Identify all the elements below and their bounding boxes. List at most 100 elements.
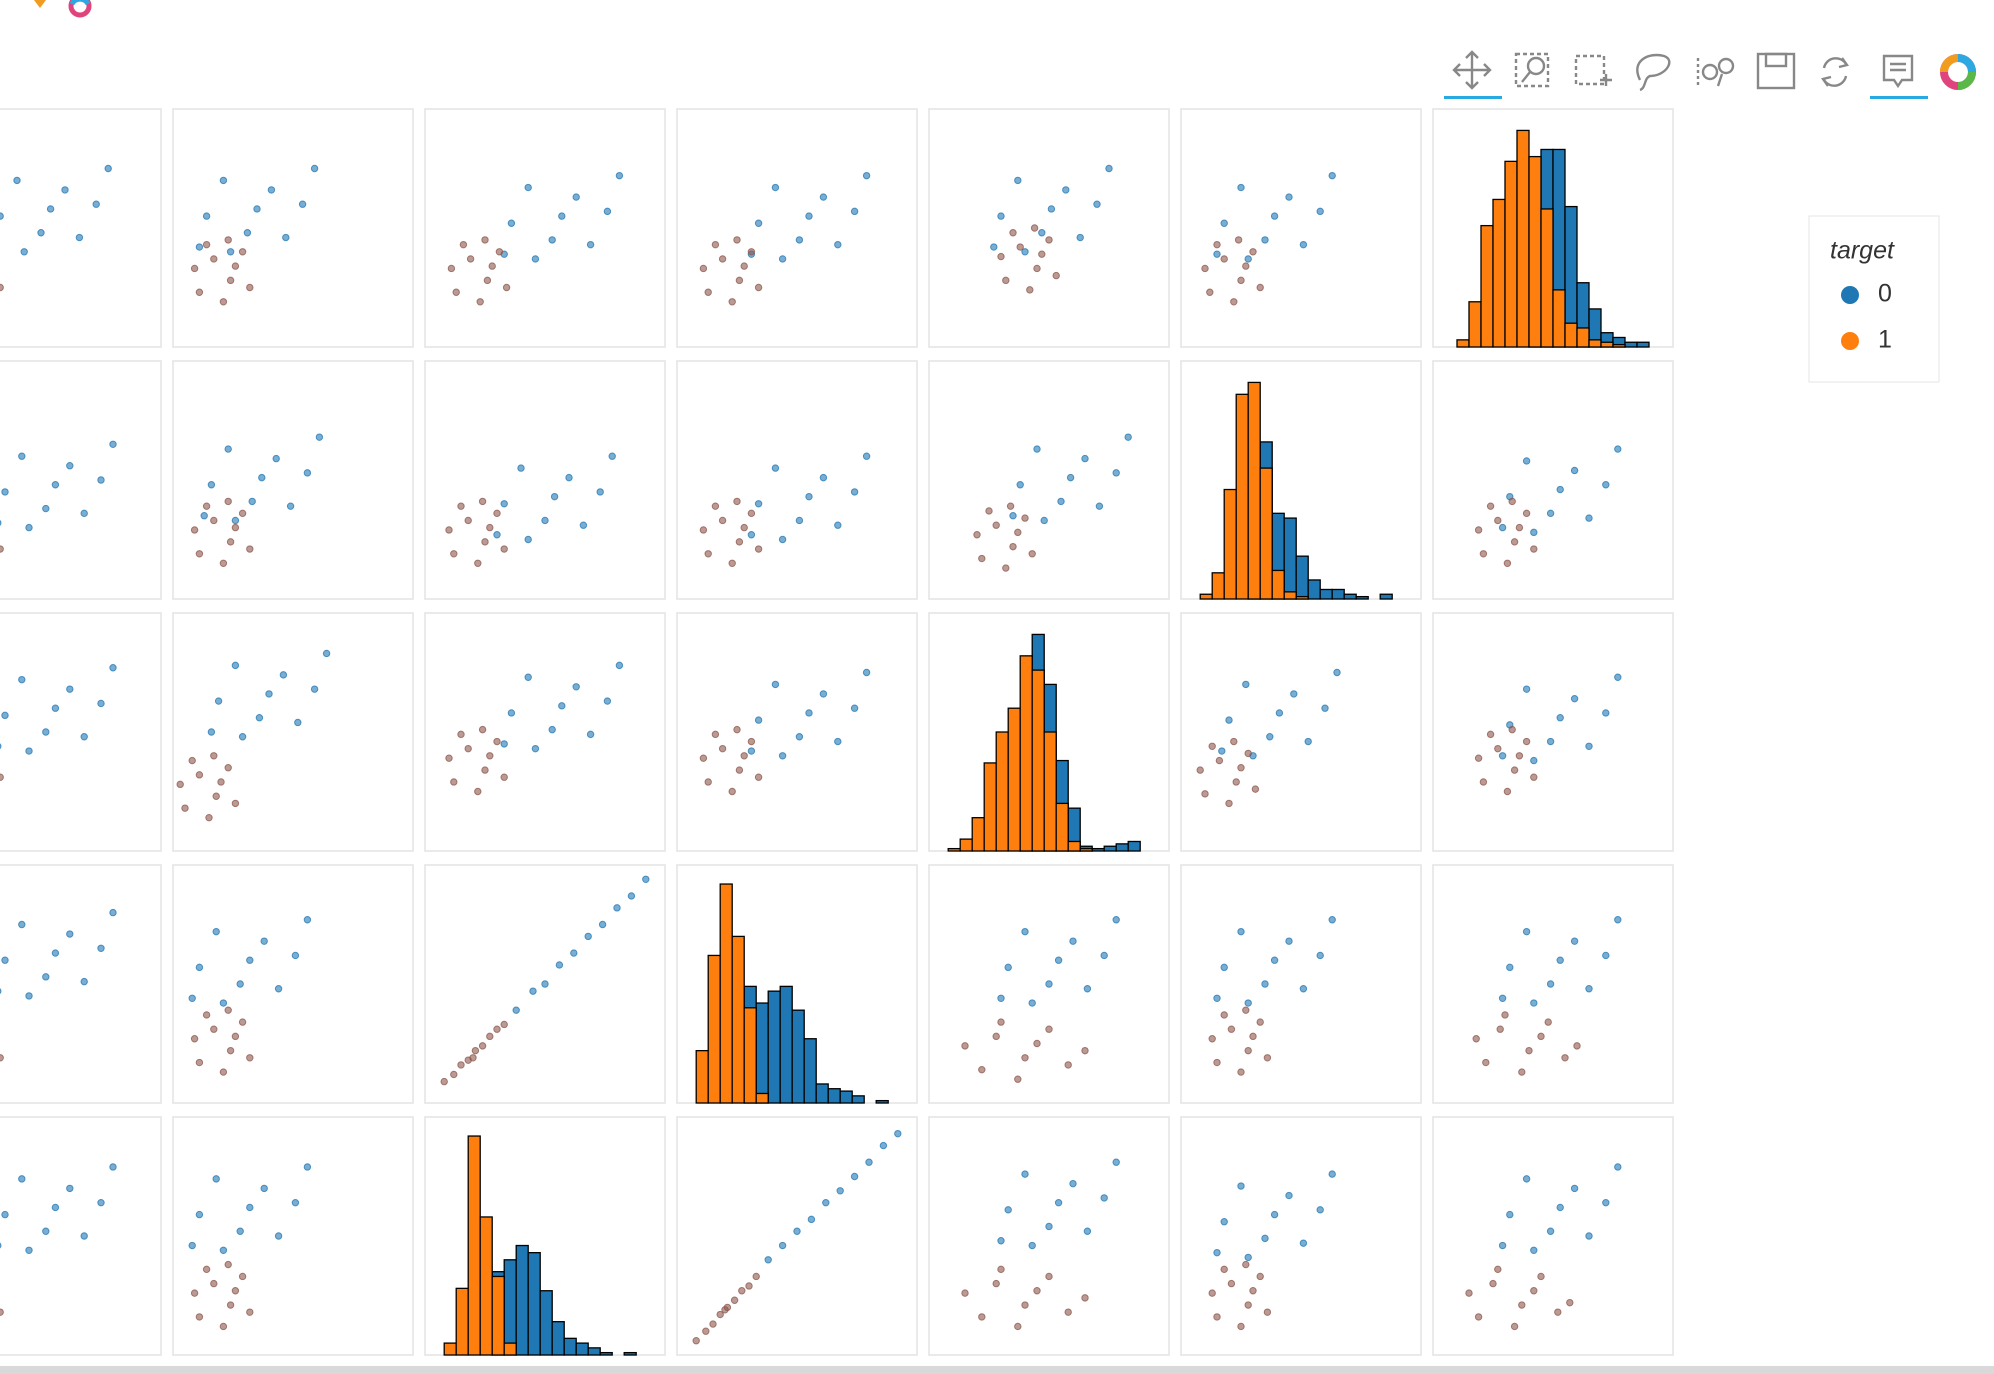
scatter-point [1213,240,1221,249]
scatter-point [735,276,744,285]
panel [172,108,414,348]
scatter-point [1249,1032,1257,1041]
scatter-point [1556,956,1564,964]
histogram-bar [995,731,1009,852]
scatter-point [1544,1018,1552,1026]
scatter-point [474,787,482,796]
scatter-point [80,1232,88,1240]
box-select-tool[interactable] [1574,54,1612,86]
scatter-point [1021,1301,1029,1309]
panel [676,864,918,1104]
reset-tool[interactable] [1820,57,1850,87]
panel [1180,1116,1422,1356]
scatter-point [733,236,741,244]
panel [676,1116,918,1356]
histogram-bar [731,935,745,1104]
histogram-bar [1307,579,1321,600]
scatter-point [195,1210,204,1219]
lasso-tool[interactable] [1636,53,1671,92]
scatter-point [550,492,559,501]
scatter-point [862,452,871,460]
histogram-bar [971,817,985,852]
scatter-point [1263,1054,1272,1062]
histogram-bar [551,1321,565,1356]
panel [928,612,1170,852]
panel-frame [172,1116,414,1356]
scatter-point [238,1018,247,1026]
histogram-bar [1576,327,1590,348]
scatter-point [819,473,828,482]
histogram-bar [1636,341,1650,348]
scatter-point [1486,502,1495,510]
scatter-point [1009,512,1017,520]
histogram-bar [1480,224,1494,348]
scatter-point [1201,264,1209,273]
scatter-point [51,481,60,489]
scatter-point [1237,276,1245,285]
scatter-point [303,1163,312,1171]
scatter-point [1047,205,1056,213]
scatter-point [754,545,763,553]
box-zoom-tool[interactable] [1514,52,1550,88]
scatter-point [1506,963,1514,972]
scatter-point [66,930,74,938]
scatter-point [740,752,748,760]
scatter-point [524,535,532,544]
scatter-point [246,545,254,553]
histogram-bar [599,1351,613,1356]
scatter-point [219,999,228,1007]
pan-tool[interactable] [1452,50,1492,90]
scatter-point [754,773,763,781]
scatter-point [735,538,744,546]
scatter-point [224,497,232,506]
scatter-point [42,1227,50,1235]
scatter-point [66,685,74,693]
histogram-bar [1331,588,1345,600]
scatter-point [733,497,741,506]
scatter-point [1561,1054,1569,1062]
panels [0,108,1674,1356]
scatter-point [464,516,472,525]
scatter-point [25,747,33,755]
scatter-point [1006,502,1015,510]
scatter-point [1112,469,1120,477]
save-tool[interactable] [1756,52,1796,90]
scatter-point [836,1187,844,1195]
scatter-point [1124,433,1132,441]
scatter-point [258,473,266,482]
scatter-point [75,233,84,242]
panel-frame [676,360,918,600]
panel [424,864,666,1104]
scatter-point [253,205,261,213]
histogram-bar [1283,517,1297,600]
scatter-point [224,764,232,772]
scatter-point [97,1198,105,1207]
scatter-point [1498,994,1507,1002]
bokeh-logo[interactable] [1940,54,1976,90]
scatter-point [735,766,744,774]
scatter-point [541,980,549,988]
scatter-point [555,961,564,969]
scatter-point [709,1320,717,1328]
histogram-bar [1528,155,1542,348]
scatter-point [716,1310,724,1319]
scatter-point [246,283,254,292]
hover-tool[interactable] [1882,54,1914,89]
scatter-point [1220,219,1228,227]
scatter-point [310,164,319,173]
scatter-point [1002,564,1010,572]
scatter-point [224,445,232,453]
panel [676,108,918,348]
wheel-zoom-tool[interactable] [1696,57,1735,87]
scatter-point [805,492,813,501]
scatter-point [226,1301,235,1309]
scatter-point [207,481,216,489]
scatter-point [440,1077,448,1086]
scatter-point [1237,1322,1245,1331]
scatter-point [1213,1058,1221,1067]
panel [1180,864,1422,1104]
scatter-point [202,240,211,249]
scatter-point [1033,1287,1041,1295]
scatter-point [627,892,636,900]
scatter-point [1479,778,1488,786]
